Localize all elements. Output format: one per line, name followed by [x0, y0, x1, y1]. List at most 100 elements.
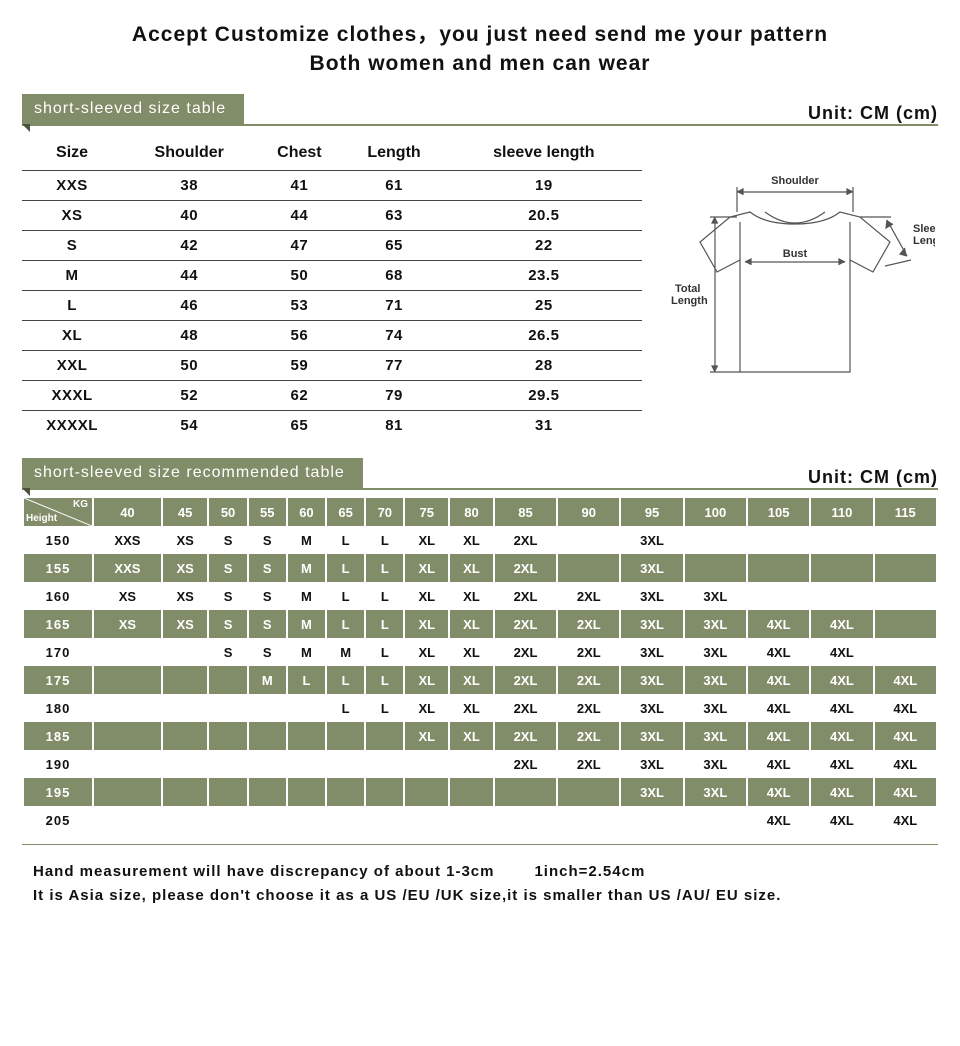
page: Accept Customize clothes，you just need s…: [0, 0, 960, 939]
rec-cell: 4XL: [875, 722, 936, 750]
size-cell: 20.5: [446, 201, 642, 231]
size-cell: 59: [256, 351, 342, 381]
rec-cell: [249, 722, 286, 750]
weight-header: 90: [558, 498, 619, 526]
headline-line-1: Accept Customize clothes，you just need s…: [0, 18, 960, 48]
rec-cell: L: [366, 666, 403, 694]
rec-cell: [875, 638, 936, 666]
rec-cell: L: [366, 554, 403, 582]
height-cell: 180: [24, 694, 92, 722]
rec-cell: [163, 750, 208, 778]
kg-label: KG: [73, 500, 88, 510]
section1-body: SizeShoulderChestLengthsleeve length XXS…: [0, 126, 960, 444]
rec-cell: [288, 722, 325, 750]
size-col-header: Shoulder: [122, 132, 256, 171]
rec-cell: [811, 582, 872, 610]
size-cell: 53: [256, 291, 342, 321]
rec-cell: S: [209, 526, 246, 554]
size-cell: 29.5: [446, 381, 642, 411]
diagram-label-total-1: Total: [675, 283, 700, 295]
height-label: Height: [26, 514, 57, 524]
rec-cell: [621, 806, 682, 834]
rec-cell: [558, 526, 619, 554]
rec-cell: 3XL: [621, 582, 682, 610]
size-cell: M: [22, 261, 122, 291]
diagram-label-total-2: Length: [671, 295, 708, 307]
rec-cell: 4XL: [748, 722, 809, 750]
rec-cell: [94, 666, 161, 694]
section2-header: short-sleeved size recommended table Uni…: [0, 444, 960, 488]
rec-cell: 2XL: [495, 582, 556, 610]
rec-cell: XL: [405, 554, 448, 582]
height-cell: 190: [24, 750, 92, 778]
rec-cell: [558, 554, 619, 582]
rec-cell: XS: [163, 610, 208, 638]
tshirt-diagram: Shoulder Bust Sleeve Length Total Length: [652, 132, 938, 440]
rec-cell: [366, 722, 403, 750]
size-cell: 65: [342, 231, 445, 261]
weight-header: 50: [209, 498, 246, 526]
rec-cell: XL: [405, 722, 448, 750]
rec-cell: [811, 526, 872, 554]
rec-cell: XL: [405, 610, 448, 638]
rec-cell: [685, 526, 746, 554]
rec-cell: [875, 610, 936, 638]
rec-cell: [875, 526, 936, 554]
size-cell: 23.5: [446, 261, 642, 291]
rec-cell: L: [327, 694, 364, 722]
rec-cell: [249, 778, 286, 806]
rec-cell: 4XL: [811, 610, 872, 638]
rec-cell: M: [288, 554, 325, 582]
rec-cell: [405, 750, 448, 778]
rec-cell: 3XL: [621, 750, 682, 778]
rec-cell: [685, 806, 746, 834]
rec-cell: [94, 722, 161, 750]
weight-header: 100: [685, 498, 746, 526]
height-cell: 185: [24, 722, 92, 750]
size-col-header: Length: [342, 132, 445, 171]
size-cell: 28: [446, 351, 642, 381]
size-col-header: sleeve length: [446, 132, 642, 171]
diagram-label-sleeve-2: Length: [913, 235, 935, 247]
rec-cell: 3XL: [621, 610, 682, 638]
rec-cell: [209, 806, 246, 834]
rec-cell: 3XL: [621, 666, 682, 694]
kg-height-header: KG Height: [24, 498, 92, 526]
rec-cell: [209, 694, 246, 722]
recommended-table-header-row: KG Height 404550556065707580859095100105…: [24, 498, 936, 526]
rec-cell: [327, 722, 364, 750]
size-cell: XL: [22, 321, 122, 351]
size-row: S42476522: [22, 231, 642, 261]
rec-cell: [558, 778, 619, 806]
weight-header: 70: [366, 498, 403, 526]
footer-note: Hand measurement will have discrepancy o…: [22, 851, 938, 919]
rec-row: 1902XL2XL3XL3XL4XL4XL4XL: [24, 750, 936, 778]
rec-cell: 3XL: [685, 750, 746, 778]
height-cell: 160: [24, 582, 92, 610]
height-cell: 165: [24, 610, 92, 638]
size-cell: XXXXL: [22, 411, 122, 441]
size-cell: L: [22, 291, 122, 321]
weight-header: 60: [288, 498, 325, 526]
rec-cell: 4XL: [748, 666, 809, 694]
size-cell: 48: [122, 321, 256, 351]
rec-cell: [163, 694, 208, 722]
rec-cell: 2XL: [495, 610, 556, 638]
recommended-table-body: 150XXSXSSSMLLXLXL2XL3XL155XXSXSSSMLLXLXL…: [24, 526, 936, 834]
rec-cell: 4XL: [748, 638, 809, 666]
rec-cell: XL: [450, 582, 493, 610]
size-cell: 44: [256, 201, 342, 231]
size-table: SizeShoulderChestLengthsleeve length XXS…: [22, 132, 642, 440]
rec-cell: [94, 694, 161, 722]
headline: Accept Customize clothes，you just need s…: [0, 0, 960, 80]
rec-cell: 3XL: [685, 722, 746, 750]
rec-cell: 3XL: [621, 722, 682, 750]
rec-cell: S: [209, 582, 246, 610]
rec-cell: XL: [405, 582, 448, 610]
rec-cell: L: [366, 610, 403, 638]
weight-header: 115: [875, 498, 936, 526]
size-cell: 77: [342, 351, 445, 381]
size-row: XS40446320.5: [22, 201, 642, 231]
rec-cell: XL: [450, 610, 493, 638]
rec-cell: [209, 750, 246, 778]
